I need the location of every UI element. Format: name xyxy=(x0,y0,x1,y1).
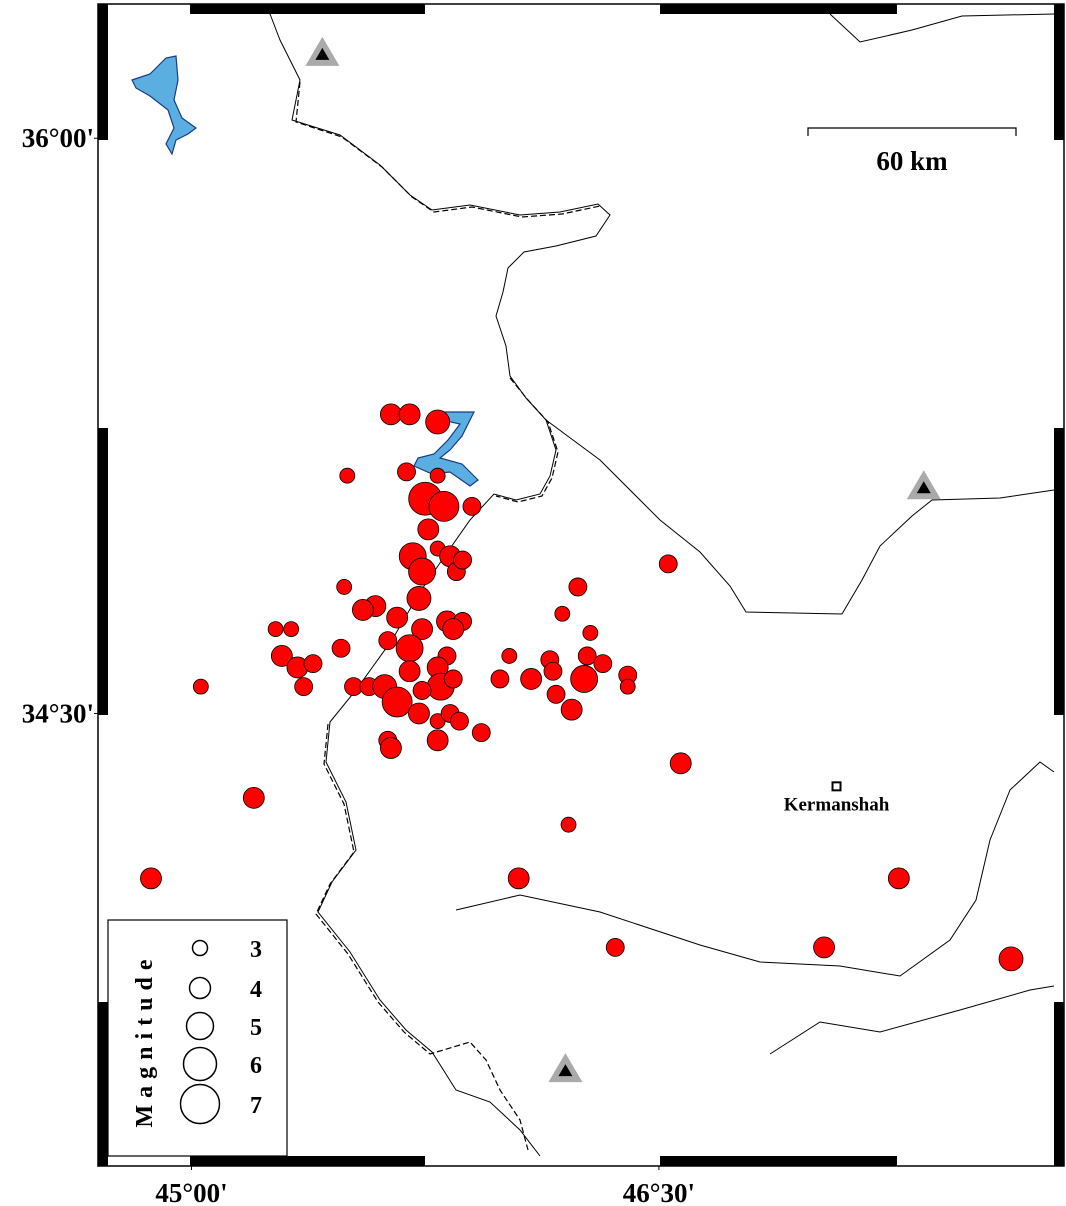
earthquake xyxy=(339,467,356,484)
earthquake xyxy=(192,678,209,695)
earthquake xyxy=(386,606,409,629)
earthquake xyxy=(331,638,351,658)
earthquake xyxy=(408,557,436,586)
earthquake xyxy=(543,661,563,681)
earthquake xyxy=(442,618,465,641)
legend-label: 3 xyxy=(250,937,262,963)
earthquake xyxy=(443,669,463,689)
earthquake xyxy=(336,579,353,595)
earthquake xyxy=(398,660,421,683)
earthquake xyxy=(520,668,543,690)
earthquake xyxy=(568,577,588,597)
earthquake xyxy=(395,634,424,663)
borders xyxy=(269,13,1055,1157)
earthquake xyxy=(462,496,482,516)
city-label: Kermanshah xyxy=(784,794,890,815)
earthquake xyxy=(554,605,571,622)
earthquake xyxy=(351,599,374,621)
city-marker xyxy=(831,781,842,792)
earthquake xyxy=(270,645,293,667)
earthquake xyxy=(450,711,469,731)
earthquake xyxy=(471,723,491,743)
legend: Magnitude 3 4 5 6 7 xyxy=(107,919,288,1157)
earthquake xyxy=(560,816,577,833)
earthquake xyxy=(381,686,413,718)
earthquake xyxy=(887,867,910,890)
earthquake xyxy=(570,665,599,693)
legend-circle xyxy=(188,976,212,1000)
earthquake xyxy=(411,618,433,641)
legend-label: 7 xyxy=(250,1093,262,1119)
x-tick-label: 45°00' xyxy=(155,1178,227,1206)
station-core xyxy=(916,481,931,494)
earthquake xyxy=(813,936,835,959)
earthquake xyxy=(140,867,162,890)
earthquake xyxy=(242,786,265,809)
earthquake xyxy=(577,646,597,666)
earthquake xyxy=(619,678,636,695)
legend-label: 4 xyxy=(250,977,262,1003)
earthquake xyxy=(380,737,402,759)
earthquake xyxy=(490,669,510,689)
scale-bar: 60 km xyxy=(807,127,1017,176)
earthquake xyxy=(426,729,449,752)
earthquake xyxy=(397,462,416,482)
earthquake xyxy=(501,648,518,664)
earthquake xyxy=(380,403,402,426)
lakes xyxy=(131,55,479,487)
earthquake xyxy=(429,467,446,484)
earthquake xyxy=(605,938,625,957)
earthquake xyxy=(669,752,692,775)
earthquake xyxy=(546,684,566,704)
legend-title: Magnitude xyxy=(132,952,158,1127)
earthquake xyxy=(378,631,398,651)
earthquake xyxy=(658,554,678,574)
legend-circle xyxy=(185,1011,215,1041)
earthquake xyxy=(593,654,613,674)
earthquake xyxy=(582,625,599,641)
earthquake xyxy=(560,698,583,721)
x-tick-label: 46°30' xyxy=(623,1178,695,1206)
earthquake xyxy=(398,403,421,426)
earthquake xyxy=(267,621,284,638)
earthquake xyxy=(303,654,323,674)
station-core xyxy=(315,47,330,60)
station-core xyxy=(558,1064,573,1077)
legend-label: 5 xyxy=(250,1015,262,1041)
y-tick-label: 34°30' xyxy=(22,698,94,728)
scale-label: 60 km xyxy=(876,146,948,176)
earthquake xyxy=(408,702,430,725)
earthquake xyxy=(453,550,472,570)
earthquake xyxy=(412,681,432,700)
frame-bars xyxy=(98,4,1064,1166)
y-tick-label: 36°00' xyxy=(22,123,94,153)
earthquake xyxy=(283,621,300,638)
legend-circle xyxy=(191,939,209,957)
earthquake xyxy=(998,946,1024,972)
legend-circle xyxy=(179,1083,221,1125)
legend-label: 6 xyxy=(250,1053,262,1079)
legend-circle xyxy=(182,1046,218,1082)
earthquake xyxy=(417,518,440,541)
earthquake xyxy=(507,867,530,890)
earthquake xyxy=(294,677,314,697)
earthquake xyxy=(425,409,451,435)
earthquake xyxy=(406,586,432,611)
earthquake xyxy=(428,490,460,522)
